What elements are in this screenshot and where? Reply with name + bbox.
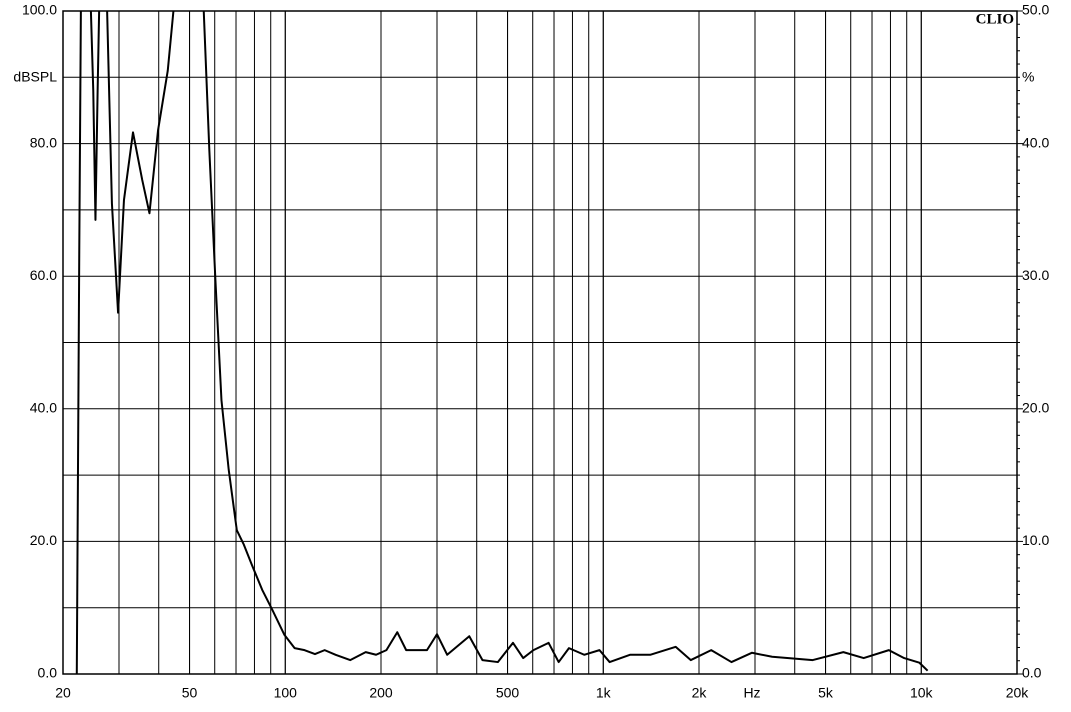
x-tick-label: 20k	[1006, 685, 1030, 701]
y-tick-label: 100.0	[22, 2, 57, 18]
y2-axis-label: %	[1022, 69, 1034, 85]
x-axis-label: Hz	[743, 685, 760, 701]
brand: CLIO	[976, 11, 1014, 27]
x-tick-label: 50	[182, 685, 198, 701]
x-tick-label: 10k	[910, 685, 934, 701]
y-tick-label: 60.0	[30, 267, 57, 283]
x-tick-label: 200	[369, 685, 393, 701]
y-axis-label: dBSPL	[13, 69, 57, 85]
x-tick-label: 1k	[596, 685, 612, 701]
y-tick-label: 40.0	[30, 400, 57, 416]
y-tick-label: 20.0	[30, 532, 57, 548]
response-line	[75, 11, 929, 674]
x-tick-label: 500	[496, 685, 520, 701]
y2-tick-label: 30.0	[1022, 267, 1049, 283]
y-tick-label: 80.0	[30, 134, 57, 150]
y2-tick-label: 20.0	[1022, 400, 1049, 416]
x-tick-label: 100	[274, 685, 298, 701]
y2-tick-label: 10.0	[1022, 532, 1049, 548]
x-tick-label: 5k	[818, 685, 834, 701]
y2-tick-label: 40.0	[1022, 134, 1049, 150]
y-tick-label: 0.0	[38, 665, 58, 681]
y2-tick-label: 50.0	[1022, 2, 1049, 18]
y2-tick-label: 0.0	[1022, 665, 1042, 681]
x-tick-label: 20	[55, 685, 71, 701]
x-tick-label: 2k	[692, 685, 708, 701]
